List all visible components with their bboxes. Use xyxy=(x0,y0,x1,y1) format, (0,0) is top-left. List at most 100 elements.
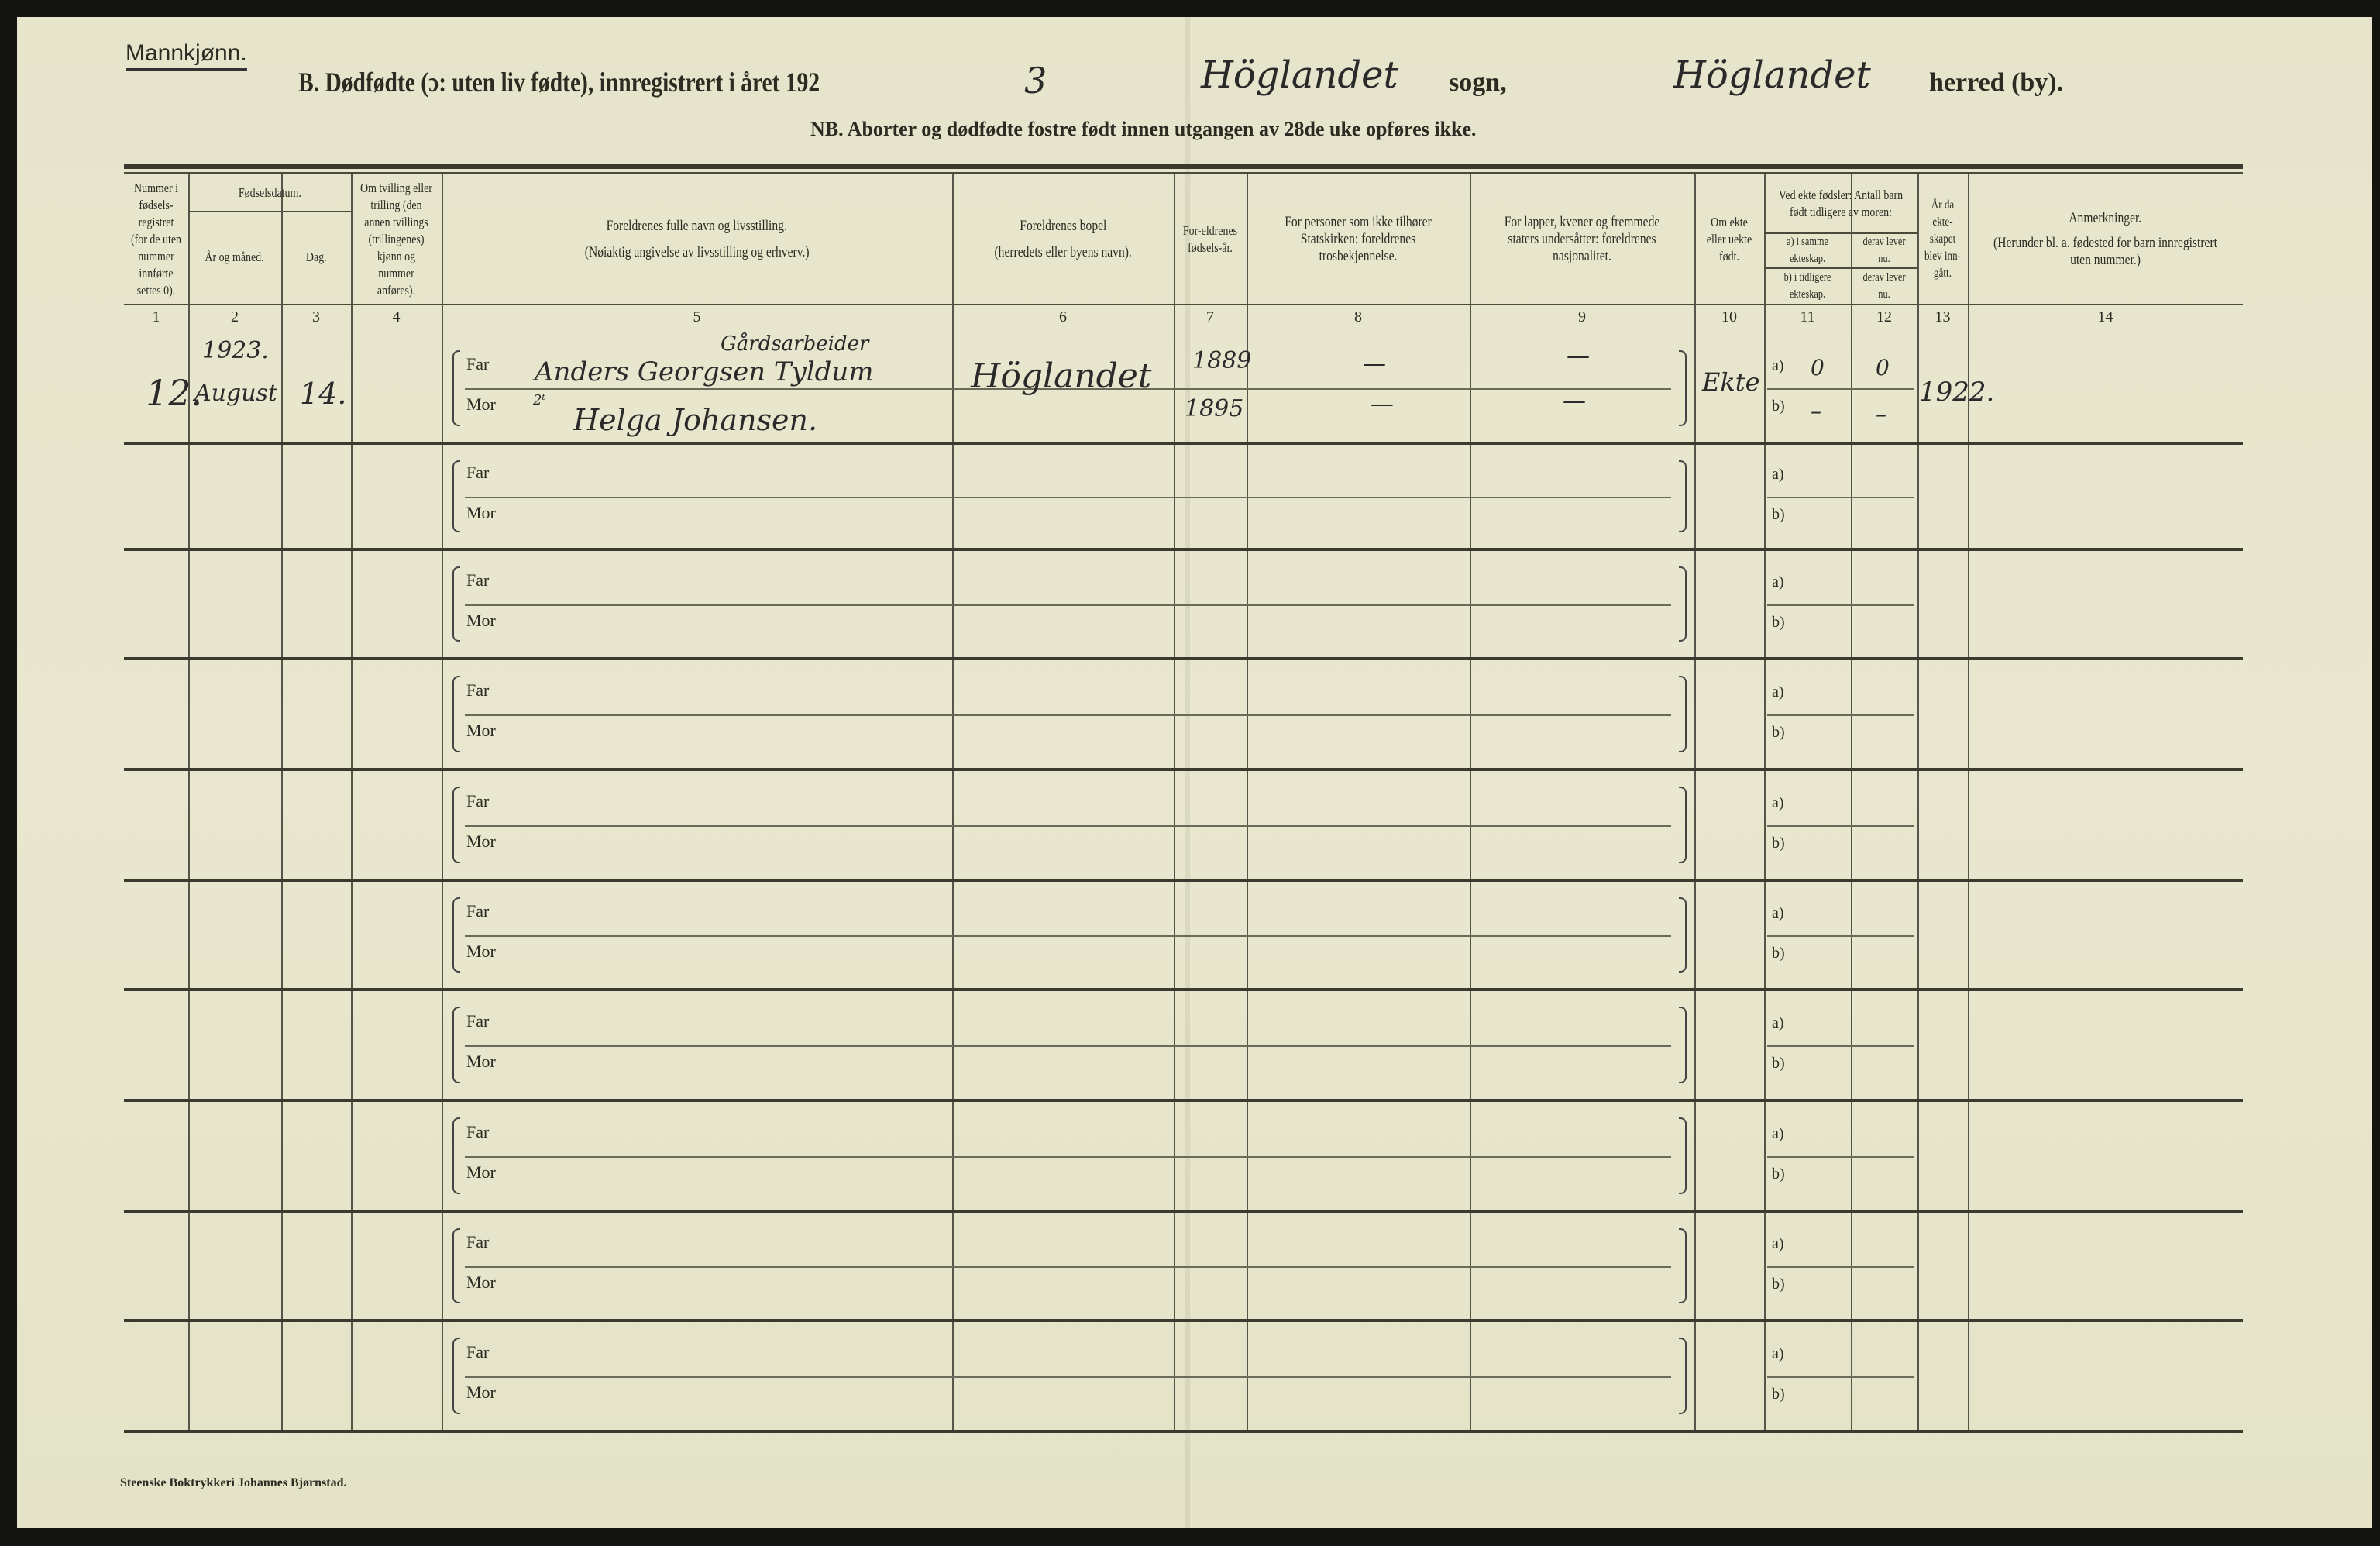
header-bopel-sub: (herredets eller byens navn). xyxy=(994,244,1132,260)
b-label: b) xyxy=(1772,398,1785,415)
right-brace xyxy=(1679,1228,1687,1303)
ab-divider xyxy=(1767,388,1914,390)
mor-label: Mor xyxy=(466,1162,496,1182)
entry-nummer[interactable]: 12. xyxy=(146,372,203,414)
entry-far-aar[interactable]: 1889 xyxy=(1192,347,1252,374)
right-brace xyxy=(1679,676,1687,752)
header-anmerkninger: Anmerkninger. (Herunder bl. a. fødested f… xyxy=(1968,175,2243,304)
left-brace xyxy=(452,1338,460,1414)
entry-mor-navn[interactable]: Helga Johansen. xyxy=(573,403,818,437)
entry-mor-tro[interactable]: — xyxy=(1371,391,1394,418)
entry-far-navn[interactable]: Anders Georgsen Tyldum xyxy=(535,356,874,387)
header-dag: Dag. xyxy=(281,211,351,304)
entry-b11[interactable]: – xyxy=(1811,398,1821,424)
ab-divider xyxy=(1767,1376,1914,1378)
b-label: b) xyxy=(1772,944,1785,962)
row-bottom-rule xyxy=(124,768,2243,771)
ab-divider xyxy=(1767,604,1914,606)
column-number: 9 xyxy=(1578,308,1586,325)
b-label: b) xyxy=(1772,613,1785,631)
a-label: a) xyxy=(1772,1124,1784,1142)
column-divider xyxy=(1917,174,1919,1431)
header-trosbekjennelse-text: For personer som ikke tilhører Statskirk… xyxy=(1285,214,1432,264)
column-number: 11 xyxy=(1800,308,1815,325)
a-label: a) xyxy=(1772,794,1784,811)
far-label: Far xyxy=(466,1011,490,1031)
header-nasjonalitet-text: For lapper, kvener og fremmede staters u… xyxy=(1504,214,1660,264)
left-brace xyxy=(452,566,460,642)
mor-label: Mor xyxy=(466,831,496,851)
row-bottom-rule xyxy=(124,1319,2243,1322)
header-anmerkninger-text: Anmerkninger. xyxy=(2069,210,2142,226)
a-label: a) xyxy=(1772,1345,1784,1362)
row-bottom-rule xyxy=(124,879,2243,882)
subheader-rule xyxy=(1764,232,1917,234)
far-mor-divider xyxy=(465,496,1671,498)
header-tvilling: Om tvilling eller trilling (den annen tv… xyxy=(351,175,442,304)
form-title: B. Dødfødte (ɔ: uten liv fødte), innregi… xyxy=(298,66,934,98)
entry-far-tro[interactable]: — xyxy=(1363,350,1386,377)
row-bottom-rule xyxy=(124,548,2243,551)
left-brace xyxy=(452,897,460,973)
column-divider xyxy=(1174,174,1175,1431)
row-bottom-rule xyxy=(124,442,2243,445)
header-lever-a-text: derav lever nu. xyxy=(1862,235,1906,265)
far-mor-divider xyxy=(465,825,1671,827)
b-label: b) xyxy=(1772,1054,1785,1072)
entry-a11[interactable]: 0 xyxy=(1811,355,1825,380)
a-label: a) xyxy=(1772,683,1784,701)
entry-mor-aar[interactable]: 1895 xyxy=(1185,395,1244,422)
header-tidligere-ekteskap-text: b) i tidligere ekteskap. xyxy=(1783,270,1831,301)
column-number: 6 xyxy=(1059,308,1067,325)
column-divider xyxy=(952,174,954,1431)
header-fodselsdatum: Fødselsdatum. xyxy=(188,175,351,211)
column-divider xyxy=(1851,232,1852,304)
sogn-label: sogn, xyxy=(1449,68,1507,97)
column-number: 5 xyxy=(693,308,701,325)
right-brace xyxy=(1679,1338,1687,1414)
row-bottom-rule xyxy=(124,657,2243,660)
column-divider xyxy=(1764,174,1766,1431)
header-bopel: Foreldrenes bopel (herredets eller byens … xyxy=(952,175,1174,304)
column-number: 1 xyxy=(152,308,160,325)
header-fodselsdatum-text: Fødselsdatum. xyxy=(238,185,301,200)
right-brace xyxy=(1679,350,1687,426)
header-ekte-uekte-text: Om ekte eller uekte født. xyxy=(1706,215,1752,263)
left-brace xyxy=(452,460,460,532)
entry-mor-stilling[interactable]: 2ᵗ xyxy=(533,392,545,408)
b-label: b) xyxy=(1772,1275,1785,1293)
table-top-rule xyxy=(124,164,2243,169)
page-fold xyxy=(1185,17,1190,1528)
mor-label: Mor xyxy=(466,394,496,414)
ab-divider xyxy=(1767,1155,1914,1158)
ab-divider xyxy=(1767,935,1914,937)
a-label: a) xyxy=(1772,1014,1784,1031)
column-number: 7 xyxy=(1206,308,1214,325)
entry-far-stilling[interactable]: Gårdsarbeider xyxy=(721,332,869,356)
entry-dag[interactable]: 14. xyxy=(300,377,347,411)
far-mor-divider xyxy=(465,1376,1671,1378)
entry-b12[interactable]: – xyxy=(1876,401,1886,427)
left-brace xyxy=(452,1228,460,1303)
entry-far-nasj[interactable]: — xyxy=(1567,343,1590,370)
subheader-rule xyxy=(188,211,351,212)
title-text: B. Dødfødte (ɔ: uten liv fødte), innregi… xyxy=(298,67,820,98)
entry-aar[interactable]: 1923. xyxy=(202,337,269,364)
right-brace xyxy=(1679,566,1687,642)
entry-mor-nasj[interactable]: — xyxy=(1563,387,1586,415)
mor-label: Mor xyxy=(466,1051,496,1071)
header-tidligere-ekteskap: b) i tidligere ekteskap. xyxy=(1764,267,1851,304)
header-ekte-uekte: Om ekte eller uekte født. xyxy=(1694,175,1764,304)
right-brace xyxy=(1679,460,1687,532)
column-divider xyxy=(1968,174,1969,1431)
column-number: 2 xyxy=(231,308,239,325)
far-label: Far xyxy=(466,790,490,811)
entry-ekte[interactable]: Ekte xyxy=(1702,367,1760,397)
header-aar-maaned: År og måned. xyxy=(188,211,281,304)
entry-bopel[interactable]: Höglandet xyxy=(971,356,1152,396)
entry-ekteskap-aar[interactable]: 1922. xyxy=(1919,377,1995,408)
left-brace xyxy=(452,676,460,752)
entry-maaned[interactable]: August xyxy=(194,380,277,407)
entry-a12[interactable]: 0 xyxy=(1876,355,1890,380)
header-bottom-rule xyxy=(124,304,2243,305)
